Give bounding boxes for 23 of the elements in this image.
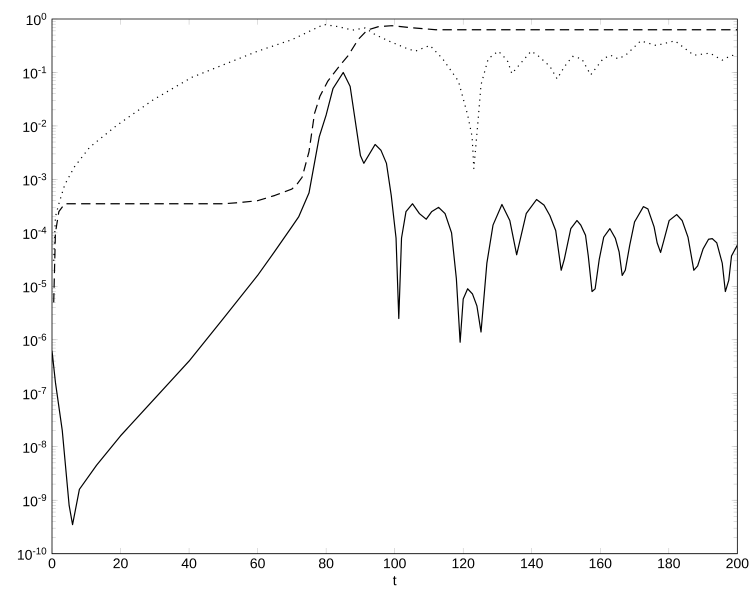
y-tick-label: 10$^{-8}$ <box>23 440 46 453</box>
y-tick-label: 10$^{-6}$ <box>23 334 46 346</box>
x-tick-label: 200 <box>726 558 748 568</box>
x-tick-label: 20 <box>113 558 128 568</box>
x-tick-label: 100 <box>384 558 406 568</box>
y-tick-label: 10$^{-9}$ <box>23 494 46 506</box>
y-tick-label: 10$^{-3}$ <box>23 173 46 186</box>
x-tick-label: 0 <box>48 558 56 568</box>
y-tick-label: 10$^{-4}$ <box>23 226 46 239</box>
x-tick-label: 60 <box>250 558 265 568</box>
x-tick-label: 40 <box>182 558 196 568</box>
y-tick-label: 10$^{-2}$ <box>23 120 46 132</box>
y-tick-label: 10$^{-1}$ <box>23 66 46 79</box>
x-axis-title: t <box>392 576 397 586</box>
y-tick-label: 10$^{-10}$ <box>18 548 46 560</box>
x-tick-label: 140 <box>521 558 543 568</box>
y-tick-label: 10$^{-7}$ <box>23 387 46 400</box>
x-tick-label: 120 <box>452 558 474 568</box>
x-tick-label: 160 <box>590 558 612 568</box>
y-tick-label: 10$^{-5}$ <box>23 280 46 292</box>
y-tick-label: 10$^{0}$ <box>26 12 46 26</box>
x-tick-label: 180 <box>658 558 680 568</box>
x-tick-label: 80 <box>318 558 334 568</box>
